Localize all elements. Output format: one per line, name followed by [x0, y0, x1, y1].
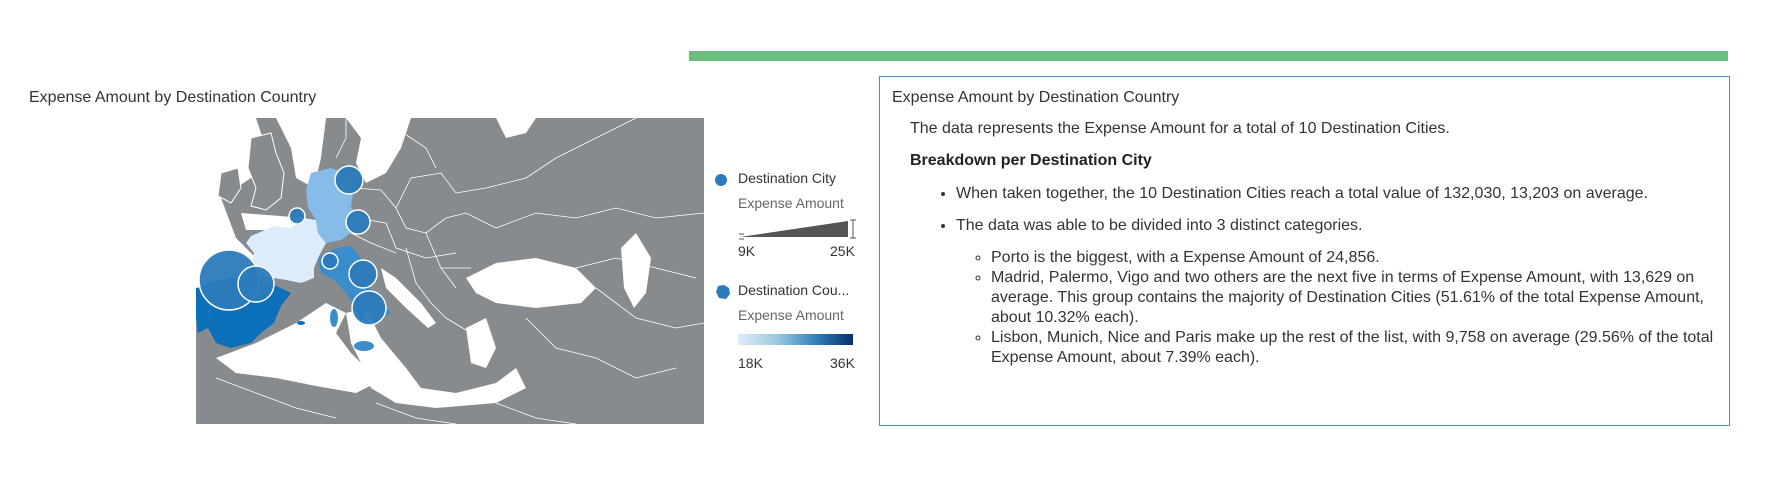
legend-color-min: 18K — [738, 355, 763, 371]
summary-bullet-text: The data was able to be divided into 3 d… — [956, 217, 1363, 234]
summary-sub-bullet: Porto is the biggest, with a Expense Amo… — [991, 248, 1716, 268]
summary-heading: Breakdown per Destination City — [910, 152, 1152, 169]
summary-intro: The data represents the Expense Amount f… — [910, 120, 1450, 137]
legend-bubble-icon — [715, 174, 727, 186]
city-bubble[interactable] — [334, 165, 364, 195]
summary-title: Expense Amount by Destination Country — [892, 89, 1180, 106]
map-title: Expense Amount by Destination Country — [29, 89, 317, 106]
legend-size-min: 9K — [738, 243, 756, 259]
sicily — [354, 341, 374, 351]
europe-map[interactable] — [196, 118, 704, 424]
summary-panel: Expense Amount by Destination Country Th… — [879, 76, 1730, 426]
summary-sub-bullet: Lisbon, Munich, Nice and Paris make up t… — [991, 328, 1716, 368]
legend-size-series: Destination City — [738, 170, 837, 186]
city-bubble[interactable] — [321, 252, 339, 270]
city-bubble[interactable] — [288, 207, 306, 225]
legend-color-series: Destination Cou... — [738, 282, 850, 298]
map-panel[interactable] — [196, 118, 704, 424]
legend-color-measure: Expense Amount — [738, 307, 844, 323]
country-france[interactable] — [246, 218, 326, 283]
city-bubble[interactable] — [237, 265, 275, 303]
summary-list: When taken together, the 10 Destination … — [956, 184, 1716, 380]
summary-bullet: The data was able to be divided into 3 d… — [956, 216, 1716, 368]
uk-ireland — [217, 132, 285, 211]
summary-sub-bullet: Madrid, Palermo, Vigo and two others are… — [991, 268, 1716, 328]
city-bubbles[interactable] — [198, 165, 387, 326]
balearic-islands — [297, 321, 305, 325]
city-bubble[interactable] — [345, 209, 371, 235]
sardinia — [330, 309, 338, 327]
color-scale-bar — [738, 334, 853, 345]
summary-sublist: Porto is the biggest, with a Expense Amo… — [991, 248, 1716, 368]
summary-bullet: When taken together, the 10 Destination … — [956, 184, 1716, 204]
city-bubble[interactable] — [348, 259, 378, 289]
progress-bar — [689, 51, 1728, 61]
progress-fill — [689, 51, 1728, 61]
legend-region-icon — [716, 285, 730, 299]
size-scale-icon — [739, 219, 856, 240]
legend-size-measure: Expense Amount — [738, 195, 844, 211]
legend-size-max: 25K — [830, 243, 855, 259]
legend-color-max: 36K — [830, 355, 855, 371]
sea — [196, 118, 651, 408]
country-borders — [215, 118, 704, 424]
city-bubble[interactable] — [351, 290, 387, 326]
